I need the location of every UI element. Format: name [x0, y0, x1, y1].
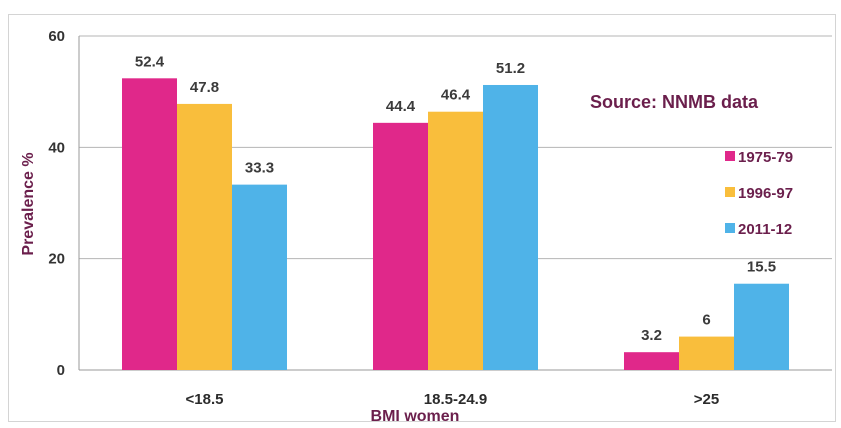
data-label: 46.4: [441, 87, 471, 104]
legend-label: 2011-12: [738, 221, 792, 238]
data-label: 51.2: [496, 60, 525, 77]
legend-label: 1975-79: [738, 149, 793, 166]
data-label: 3.2: [641, 327, 662, 344]
data-label: 15.5: [747, 259, 776, 276]
data-label: 6: [702, 312, 710, 329]
data-labels: 52.4 47.8 33.3 44.4 46.4 51.2 3.2 6 15.5: [135, 53, 776, 344]
bar: [483, 84, 538, 370]
bar: [232, 184, 287, 370]
source-annotation: Source: NNMB data: [590, 92, 759, 112]
data-label: 33.3: [245, 160, 274, 177]
x-axis-title: BMI women: [371, 408, 460, 425]
legend: 1975-79 1996-97 2011-12: [725, 149, 793, 238]
bar: [679, 336, 734, 370]
y-tick-label: 0: [57, 362, 65, 379]
x-category-label: 18.5-24.9: [424, 391, 487, 408]
legend-swatch: [725, 187, 735, 197]
y-tick-label: 60: [48, 28, 65, 45]
category-labels: <18.5 18.5-24.9 >25: [186, 391, 720, 408]
bar: [428, 111, 483, 370]
data-label: 47.8: [190, 79, 219, 96]
data-label: 44.4: [386, 98, 416, 115]
y-tick-labels: 0 20 40 60: [48, 28, 65, 379]
bar: [177, 103, 232, 370]
bar: [122, 78, 177, 370]
y-tick-label: 20: [48, 251, 65, 268]
bar: [624, 352, 679, 370]
bar: [373, 122, 428, 370]
legend-swatch: [725, 151, 735, 161]
data-label: 52.4: [135, 53, 165, 70]
y-tick-label: 40: [48, 139, 65, 156]
x-category-label: <18.5: [186, 391, 224, 408]
y-axis-title: Prevalence %: [20, 152, 37, 255]
bar: [734, 283, 789, 370]
bars: [122, 78, 789, 370]
x-category-label: >25: [694, 391, 719, 408]
legend-label: 1996-97: [738, 185, 793, 202]
legend-swatch: [725, 223, 735, 233]
